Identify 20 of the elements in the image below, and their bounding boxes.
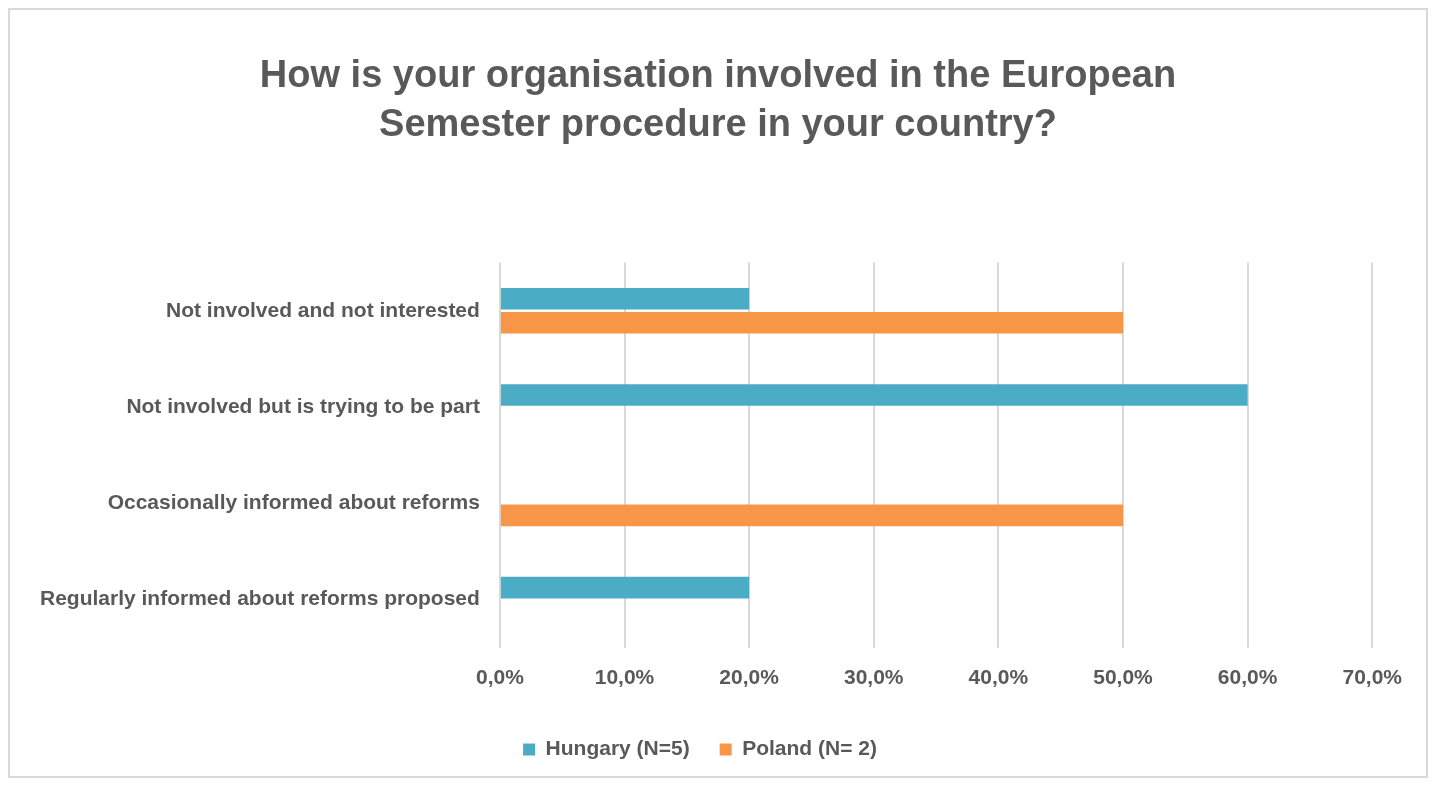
chart-title: How is your organisation involved in the European Semester procedure in your country?	[258, 52, 1178, 147]
y-tick-label: Occasionally informed about reforms	[107, 490, 480, 514]
x-tick-label: 70,0%	[1342, 665, 1403, 689]
bar	[500, 504, 1123, 527]
legend-label: Hungary (N=5)	[545, 736, 690, 760]
y-tick-label: Not involved but is trying to be part	[126, 393, 480, 417]
x-tick-label: 10,0%	[594, 665, 655, 689]
bar	[500, 384, 1248, 406]
x-tick-label: 30,0%	[843, 665, 904, 689]
x-tick-label: 0,0%	[475, 665, 525, 689]
x-tick-label: 20,0%	[719, 665, 780, 689]
bar	[500, 311, 1123, 334]
legend-label: Poland (N= 2)	[742, 736, 877, 760]
x-tick-label: 40,0%	[968, 665, 1029, 689]
y-tick-label: Not involved and not interested	[166, 297, 480, 321]
x-tick-label: 60,0%	[1217, 665, 1278, 689]
x-tick-label: 50,0%	[1093, 665, 1154, 689]
bar	[500, 576, 750, 599]
bar	[500, 287, 750, 310]
y-tick-label: Regularly informed about reforms proposed	[39, 586, 480, 610]
